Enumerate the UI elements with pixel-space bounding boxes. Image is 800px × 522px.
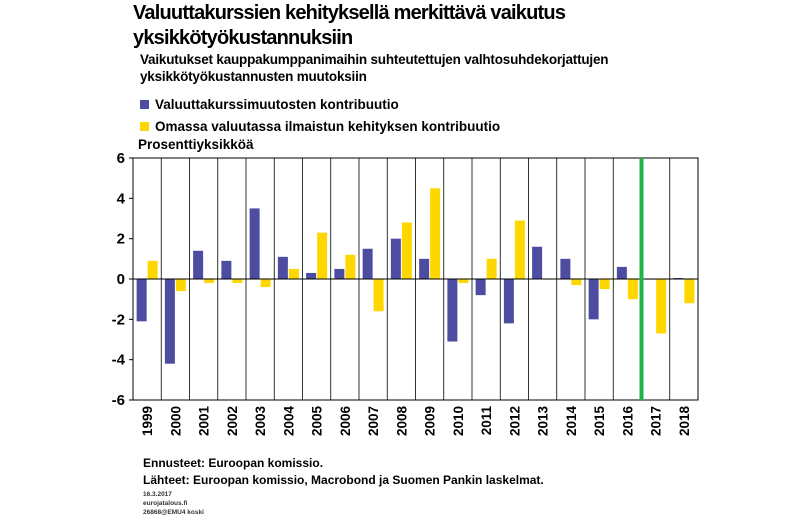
x-tick-label: 1999: [140, 406, 155, 436]
bar-currency: [136, 279, 147, 322]
x-tick-label: 2011: [479, 406, 494, 436]
chart-title-line2: yksikkötyökustannuksiin: [133, 27, 353, 49]
x-tick-label: 2005: [310, 406, 325, 437]
x-tick-label: 2000: [168, 406, 183, 436]
x-tick-label: 2017: [649, 406, 664, 436]
bar-own-currency: [288, 268, 299, 279]
y-tick-label: -2: [112, 311, 125, 328]
forecast-note: Ennusteet: Euroopan komissio.: [143, 456, 324, 470]
y-tick-label: 2: [117, 231, 125, 248]
bar-currency: [164, 279, 175, 364]
bar-currency: [221, 260, 232, 279]
legend-swatch-currency: [140, 100, 149, 109]
x-tick-label: 2006: [338, 406, 353, 437]
bar-currency: [419, 258, 430, 279]
y-tick-label: -4: [112, 352, 126, 369]
bar-own-currency: [486, 258, 497, 279]
y-axis-unit: Prosenttiyksikköä: [138, 137, 254, 152]
legend-label-own-currency: Omassa valuutassa ilmaistun kehityksen k…: [155, 119, 501, 134]
bar-own-currency: [401, 222, 412, 279]
x-tick-label: 2007: [366, 406, 381, 436]
y-tick-label: 6: [117, 150, 125, 167]
x-tick-label: 2004: [281, 406, 296, 437]
bar-own-currency: [260, 279, 271, 288]
x-tick-label: 2001: [197, 406, 212, 437]
x-tick-label: 2018: [677, 406, 692, 437]
bar-own-currency: [373, 279, 384, 312]
bar-own-currency: [232, 279, 243, 284]
bar-currency: [334, 268, 345, 279]
bar-currency: [362, 248, 373, 279]
bar-own-currency: [204, 279, 215, 284]
legend-item-currency: Valuuttakurssimuutosten kontribuutio: [140, 97, 399, 112]
bar-currency: [503, 279, 514, 324]
bar-currency: [390, 238, 401, 279]
bar-own-currency: [458, 279, 469, 284]
bar-own-currency: [656, 279, 667, 334]
legend-item-own-currency: Omassa valuutassa ilmaistun kehityksen k…: [140, 119, 500, 134]
chart-title-line1: Valuuttakurssien kehityksellä merkittävä…: [133, 2, 566, 24]
chart-subtitle-line2: yksikkötyökustannusten muutoksiin: [140, 69, 367, 84]
x-tick-label: 2003: [253, 406, 268, 437]
x-tick-label: 2014: [564, 406, 579, 437]
y-tick-label: 0: [117, 271, 125, 288]
bar-currency: [616, 266, 627, 279]
x-tick-label: 2010: [451, 406, 466, 436]
website-stamp: eurojatalous.fi: [143, 500, 188, 507]
bar-currency: [475, 279, 486, 296]
bar-currency: [588, 279, 599, 320]
x-tick-label: 2015: [592, 406, 607, 437]
bar-own-currency: [514, 220, 525, 279]
x-tick-label: 2002: [225, 406, 240, 436]
x-tick-label: 2012: [507, 406, 522, 436]
bar-own-currency: [430, 188, 441, 279]
chart-id-stamp: 26868@EMU4 koski: [143, 509, 204, 516]
legend-label-currency: Valuuttakurssimuutosten kontribuutio: [155, 97, 399, 112]
x-tick-label: 2013: [536, 406, 551, 437]
date-stamp: 16.3.2017: [143, 491, 172, 498]
chart-subtitle-line1: Vaikutukset kauppakumppanimaihin suhteut…: [140, 52, 609, 67]
y-tick-label: 4: [117, 190, 126, 207]
x-tick-label: 2016: [620, 406, 635, 437]
y-tick-label: -6: [112, 392, 125, 409]
bar-currency: [249, 208, 260, 279]
bar-own-currency: [147, 260, 158, 279]
legend-swatch-own-currency: [140, 122, 149, 131]
bar-own-currency: [345, 254, 356, 279]
bar-own-currency: [684, 279, 695, 304]
x-tick-label: 2008: [394, 406, 409, 437]
bar-currency: [532, 246, 543, 279]
bar-currency: [306, 272, 317, 279]
bar-own-currency: [599, 279, 610, 290]
bar-currency: [447, 279, 458, 342]
x-tick-label: 2009: [423, 406, 438, 436]
bar-currency: [560, 258, 571, 279]
bar-currency: [277, 256, 288, 279]
bar-currency: [673, 277, 684, 279]
bar-own-currency: [317, 232, 328, 279]
bar-currency: [193, 250, 204, 279]
sources-note: Lähteet: Euroopan komissio, Macrobond ja…: [143, 473, 544, 487]
bar-own-currency: [175, 279, 186, 292]
bar-own-currency: [571, 279, 582, 286]
bar-own-currency: [627, 279, 638, 300]
